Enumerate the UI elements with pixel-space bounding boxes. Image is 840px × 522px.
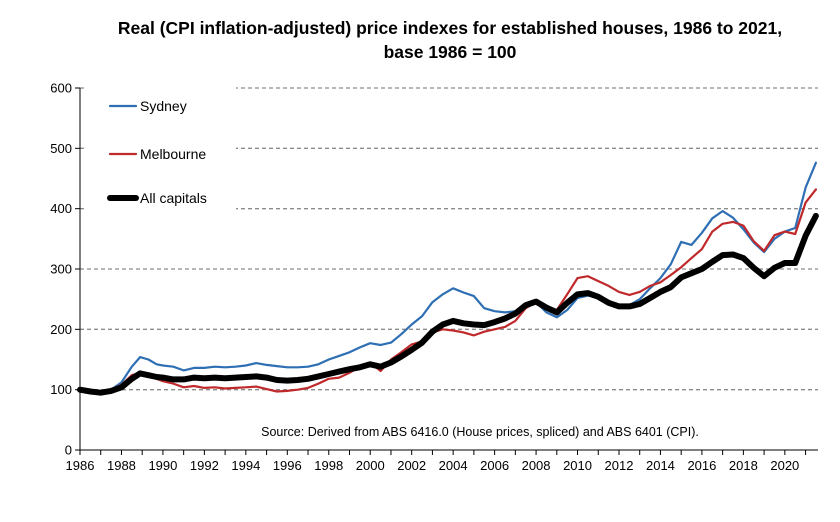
x-tick-label: 1998 [314, 458, 343, 473]
y-tick-label: 100 [50, 382, 72, 397]
x-tick-label: 2014 [646, 458, 675, 473]
legend-label-all-capitals: All capitals [140, 190, 207, 206]
x-tick-label: 2018 [729, 458, 758, 473]
x-tick-label: 1994 [231, 458, 260, 473]
x-tick-label: 2012 [605, 458, 634, 473]
x-tick-label: 1990 [148, 458, 177, 473]
x-tick-label: 2008 [522, 458, 551, 473]
series-line-all-capitals [77, 212, 819, 396]
legend-label-melbourne: Melbourne [140, 146, 206, 162]
y-axis-tick-labels: 0 100 200 300 400 500 600 [50, 81, 72, 458]
source-note: Source: Derived from ABS 6416.0 (House p… [261, 425, 699, 439]
x-tick-label: 2010 [563, 458, 592, 473]
chart-subtitle: base 1986 = 100 [383, 42, 517, 62]
series-line-sydney [78, 161, 817, 394]
y-tick-label: 400 [50, 201, 72, 216]
x-tick-label: 2002 [397, 458, 426, 473]
x-tick-label: 2006 [480, 458, 509, 473]
x-tick-label: 2016 [687, 458, 716, 473]
chart-title: Real (CPI inflation-adjusted) price inde… [117, 18, 783, 38]
x-tick-label: 2020 [770, 458, 799, 473]
y-tick-label: 200 [50, 322, 72, 337]
series-lines [77, 161, 819, 396]
x-tick-label: 1992 [190, 458, 219, 473]
chart-title-block: Real (CPI inflation-adjusted) price inde… [0, 16, 840, 64]
y-tick-label: 0 [65, 443, 72, 458]
y-tick-label: 300 [50, 262, 72, 277]
x-tick-label: 1996 [273, 458, 302, 473]
x-tick-label: 2000 [356, 458, 385, 473]
series-line-melbourne [78, 188, 817, 394]
y-tick-label: 500 [50, 141, 72, 156]
x-tick-label: 1986 [66, 458, 95, 473]
x-axis-tick-labels: 1986 1988 1990 1992 1994 1996 1998 2000 2002 2004… [66, 458, 800, 473]
legend-label-sydney: Sydney [140, 98, 187, 114]
x-tick-label: 2004 [439, 458, 468, 473]
x-tick-label: 1988 [107, 458, 136, 473]
y-tick-label: 600 [50, 81, 72, 96]
legend: Sydney Melbourne All capitals [86, 86, 236, 218]
